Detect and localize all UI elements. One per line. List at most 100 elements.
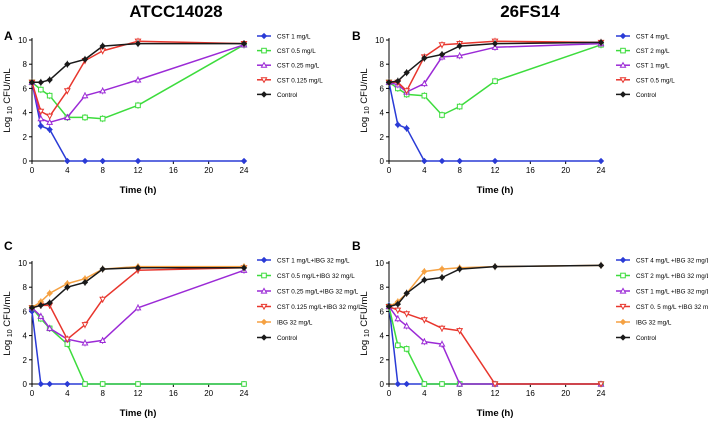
y-tick-label: 10 bbox=[18, 259, 27, 268]
data-point bbox=[403, 88, 411, 95]
y-tick-label: 2 bbox=[23, 356, 28, 365]
y-tick-label: 6 bbox=[380, 84, 385, 93]
data-point bbox=[99, 115, 106, 122]
panel-letter: B bbox=[352, 239, 361, 253]
data-point bbox=[46, 92, 53, 99]
panel-letter: C bbox=[4, 239, 13, 253]
y-axis-label-prefix: Log bbox=[2, 114, 13, 133]
legend-label: Control bbox=[277, 335, 297, 342]
series-line bbox=[388, 42, 602, 93]
data-point bbox=[438, 157, 446, 165]
series-1 bbox=[28, 78, 248, 165]
series-3 bbox=[28, 41, 248, 126]
series-2 bbox=[386, 303, 604, 387]
data-point bbox=[134, 76, 142, 83]
x-tick-label: 8 bbox=[100, 389, 105, 398]
legend-marker bbox=[260, 256, 268, 264]
y-axis-label-subscript: 10 bbox=[7, 329, 14, 337]
data-point bbox=[134, 304, 142, 311]
y-tick-label: 10 bbox=[375, 259, 384, 268]
x-tick-label: 4 bbox=[65, 389, 70, 398]
series-6 bbox=[28, 264, 248, 312]
data-point bbox=[99, 265, 106, 273]
y-tick-label: 8 bbox=[380, 283, 385, 292]
data-point bbox=[439, 112, 445, 118]
data-point bbox=[421, 92, 428, 99]
data-point bbox=[438, 325, 446, 332]
data-point bbox=[421, 54, 428, 62]
x-tick-label: 12 bbox=[134, 166, 143, 175]
data-point bbox=[37, 79, 44, 86]
legend-label: IBG 32 mg/L bbox=[277, 320, 313, 327]
data-point bbox=[597, 157, 605, 165]
series-line bbox=[31, 311, 244, 385]
legend-entry: CST 2 mg/L +IBG 32 mg/L bbox=[616, 272, 708, 280]
y-axis-label-prefix: Log bbox=[359, 114, 370, 133]
legend-label: CST 4 mg/L bbox=[636, 34, 670, 41]
panel-letter: B bbox=[352, 29, 361, 43]
data-point bbox=[46, 113, 54, 120]
x-tick-label: 8 bbox=[457, 166, 462, 175]
data-point bbox=[37, 115, 45, 122]
legend-marker bbox=[619, 32, 627, 40]
legend-entry: CST 1 mg/L+IBG 32 mg/L bbox=[257, 256, 350, 265]
x-tick-label: 24 bbox=[240, 166, 249, 175]
legend-marker bbox=[620, 272, 626, 279]
legend-marker bbox=[619, 303, 627, 311]
x-tick-label: 4 bbox=[65, 166, 70, 175]
series-line bbox=[388, 264, 602, 308]
x-tick-label: 0 bbox=[387, 166, 392, 175]
data-point bbox=[134, 264, 142, 272]
legend-label: CST 0.125 mg/L+IBG 32 mg/L bbox=[277, 304, 362, 311]
x-tick-label: 20 bbox=[204, 166, 213, 175]
y-axis-label-subscript: 10 bbox=[7, 106, 14, 114]
legend-entry: CST 0.5 mg/L bbox=[257, 47, 316, 55]
x-axis-label: Time (h) bbox=[477, 185, 514, 196]
data-point bbox=[456, 103, 463, 110]
data-point bbox=[492, 78, 498, 84]
y-tick-label: 2 bbox=[380, 356, 385, 365]
y-tick-label: 0 bbox=[380, 380, 385, 389]
data-point bbox=[597, 381, 605, 388]
x-tick-label: 0 bbox=[30, 389, 35, 398]
x-tick-label: 20 bbox=[204, 389, 213, 398]
legend-label: CST 4 mg/L +IBG 32 mg/L bbox=[636, 258, 708, 265]
legend-marker bbox=[261, 272, 267, 279]
y-axis-label-prefix: Log bbox=[2, 337, 13, 356]
data-point bbox=[135, 381, 141, 387]
y-tick-label: 4 bbox=[380, 109, 385, 118]
data-point bbox=[81, 92, 89, 99]
legend-marker bbox=[261, 47, 267, 54]
legend-marker bbox=[260, 334, 268, 341]
y-tick-label: 10 bbox=[375, 36, 384, 45]
data-point bbox=[403, 69, 410, 76]
y-axis-label: Log 10 CFU/mL bbox=[359, 291, 371, 355]
x-tick-label: 4 bbox=[422, 389, 427, 398]
data-point bbox=[240, 157, 248, 165]
y-axis-label-suffix: CFU/mL bbox=[2, 68, 13, 106]
x-tick-label: 8 bbox=[457, 389, 462, 398]
series-line bbox=[388, 305, 601, 385]
y-tick-label: 6 bbox=[380, 307, 385, 316]
data-point bbox=[82, 114, 88, 121]
y-axis-label-suffix: CFU/mL bbox=[359, 291, 370, 329]
legend-entry: CST 4 mg/L bbox=[616, 32, 670, 41]
legend-label: CST 1 mg/L +IBG 32 mg/L bbox=[636, 289, 708, 296]
legend-marker bbox=[260, 77, 268, 84]
data-point bbox=[403, 311, 411, 318]
series-line bbox=[31, 44, 245, 124]
data-point bbox=[394, 380, 401, 388]
y-tick-label: 6 bbox=[23, 307, 28, 316]
data-point bbox=[420, 338, 428, 345]
legend-marker bbox=[619, 61, 627, 68]
series-5 bbox=[28, 40, 248, 86]
data-point bbox=[456, 380, 464, 387]
x-tick-label: 24 bbox=[597, 166, 606, 175]
data-point bbox=[81, 322, 89, 329]
data-point bbox=[385, 79, 393, 86]
legend-label: CST 1 mg/L bbox=[636, 63, 670, 70]
legend-label: CST 1 mg/L bbox=[277, 34, 311, 41]
